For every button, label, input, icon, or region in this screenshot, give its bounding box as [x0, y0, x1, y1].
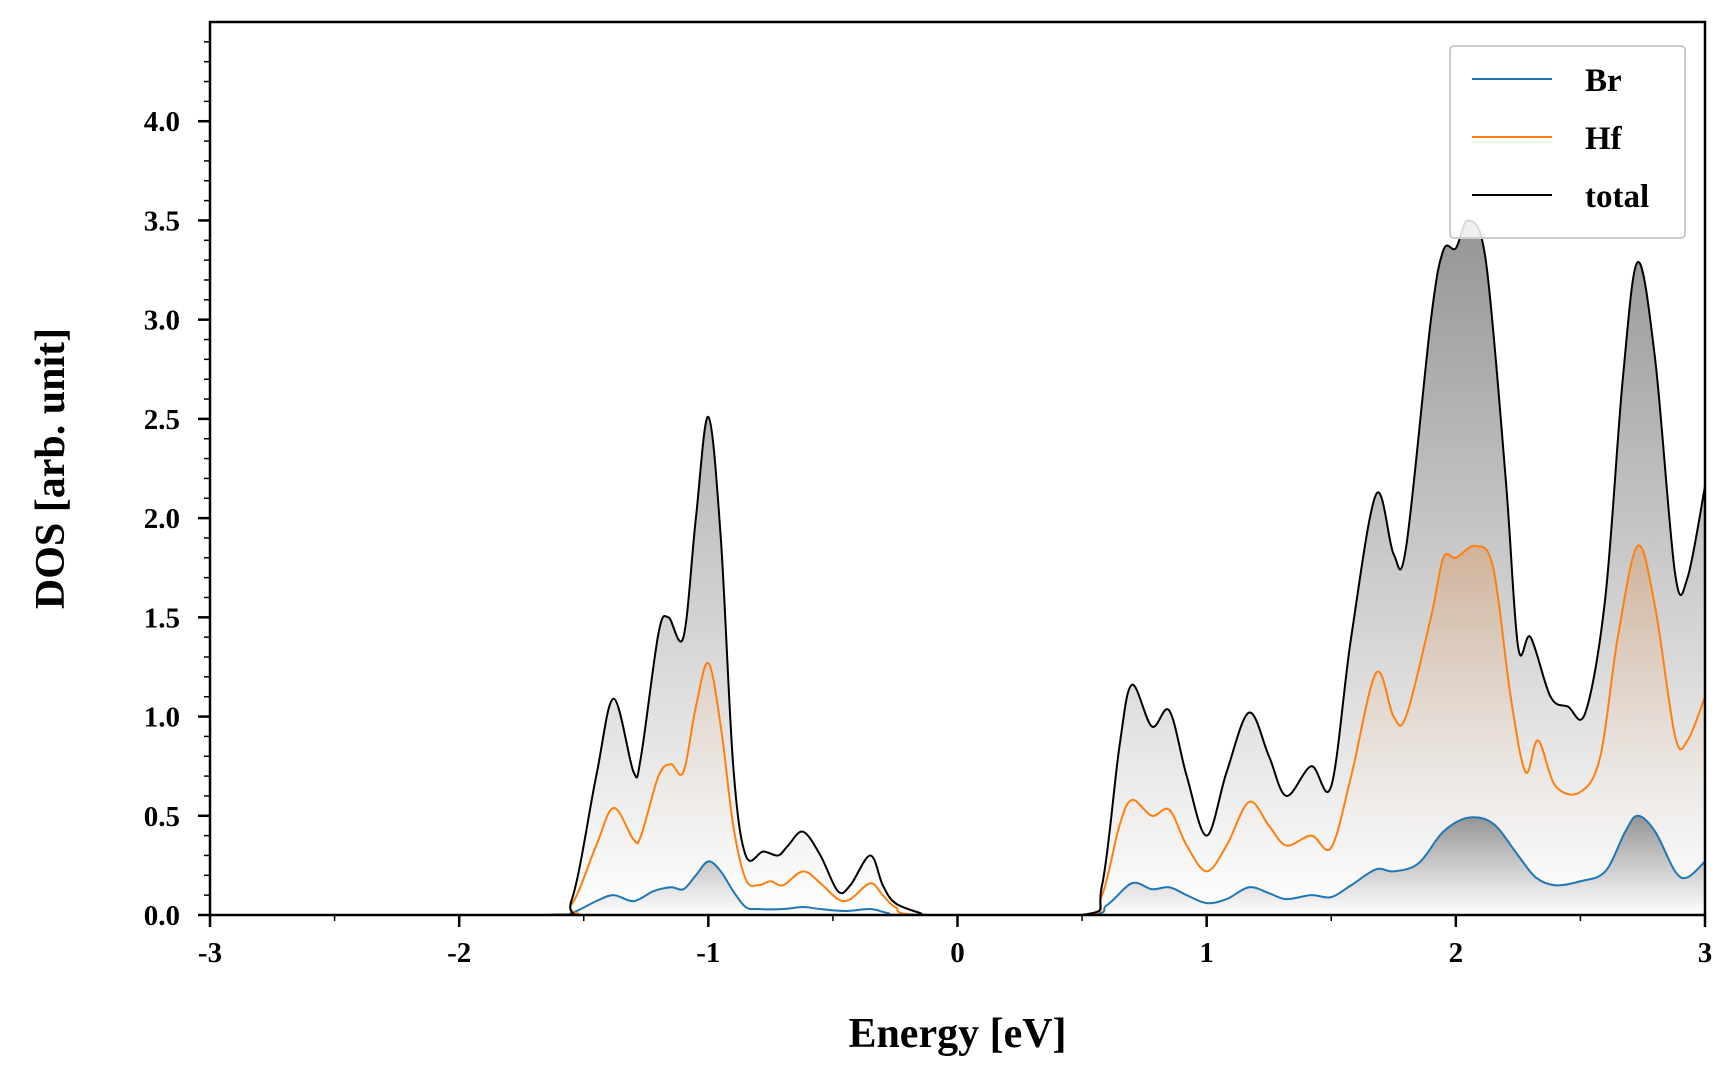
legend-label-hf: Hf	[1585, 121, 1623, 157]
legend-label-br: Br	[1585, 63, 1622, 99]
y-tick-label: 2.0	[144, 503, 180, 535]
y-tick-label: 3.0	[144, 305, 180, 337]
x-tick-label: -2	[447, 937, 471, 969]
x-tick-label: 3	[1698, 937, 1713, 969]
x-tick-label: 2	[1449, 937, 1464, 969]
x-tick-label: -1	[696, 937, 720, 969]
x-axis-title: Energy [eV]	[848, 1011, 1066, 1057]
x-tick-label: -3	[198, 937, 222, 969]
y-axis-title: DOS [arb. unit]	[28, 328, 74, 609]
fill-hf	[210, 545, 1705, 915]
x-tick-label: 1	[1199, 937, 1214, 969]
y-tick-label: 1.0	[144, 702, 180, 734]
fill-br	[210, 815, 1705, 915]
x-tick-label: 0	[950, 937, 965, 969]
legend: Br Hf total	[1449, 45, 1686, 239]
line-br	[210, 814, 1705, 915]
y-tick-label: 0.0	[144, 900, 180, 932]
line-hf	[210, 544, 1705, 915]
axes: -3 -2 -1 0 1 2 3 0.0 0.5 1.0 1.5 2.0 2.5 3.0 3.5 4.0	[144, 41, 1713, 969]
legend-box	[1449, 45, 1686, 239]
y-tick-label: 3.5	[144, 205, 180, 237]
area-fills	[210, 220, 1705, 915]
y-tick-label: 1.5	[144, 602, 180, 634]
line-total	[210, 219, 1705, 915]
y-tick-label: 2.5	[144, 404, 180, 436]
series-lines	[210, 219, 1705, 915]
y-tick-label: 0.5	[144, 801, 180, 833]
legend-label-total: total	[1585, 179, 1649, 215]
y-tick-label: 4.0	[144, 106, 180, 138]
